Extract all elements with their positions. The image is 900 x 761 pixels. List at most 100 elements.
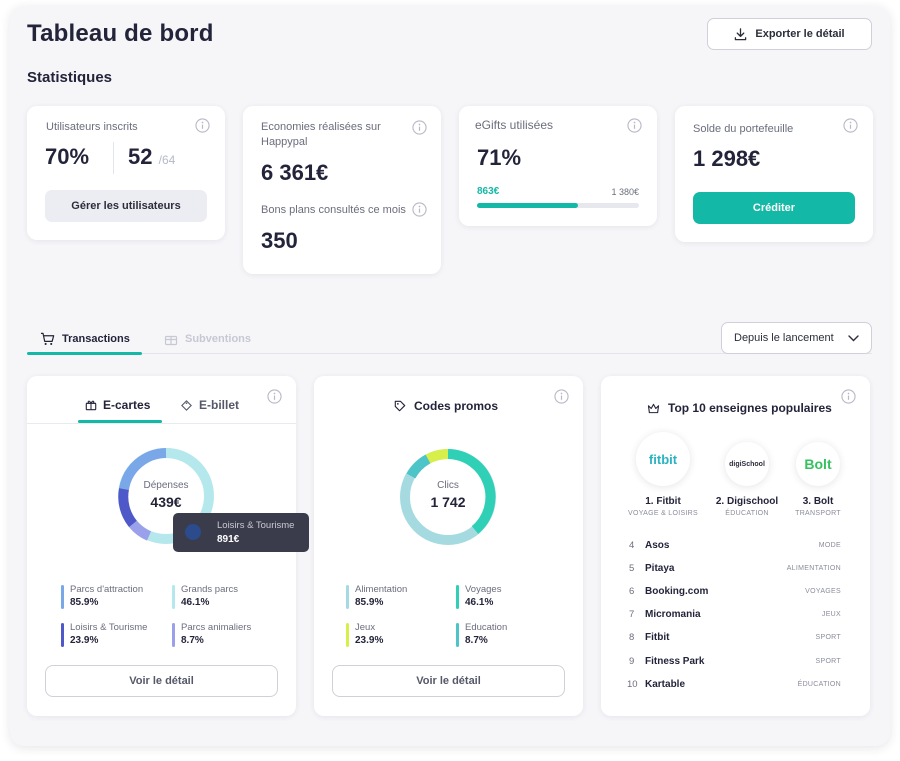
- info-icon[interactable]: [195, 118, 210, 133]
- ecards-detail-button[interactable]: Voir le détail: [45, 665, 278, 697]
- subtab-eticket[interactable]: E-billet: [180, 398, 239, 412]
- digischool-logo-text: digiSchool: [729, 460, 765, 468]
- rank-category: Voyages: [805, 587, 841, 595]
- legend-item: Alimentation 85.9%: [346, 584, 456, 612]
- rank-name: Fitness Park: [645, 655, 705, 667]
- tab-subsidies[interactable]: Subventions: [164, 324, 251, 354]
- list-item[interactable]: 5 Pitaya Alimentation: [629, 560, 841, 576]
- promos-detail-button[interactable]: Voir le détail: [332, 665, 565, 697]
- podium-category: Transport: [795, 510, 841, 517]
- deals-value: 350: [261, 228, 298, 253]
- export-button[interactable]: Exporter le détail: [707, 18, 872, 50]
- info-icon[interactable]: [841, 389, 856, 404]
- deals-label: Bons plans consultés ce mois: [261, 204, 406, 216]
- tab-transactions[interactable]: Transactions: [27, 324, 142, 355]
- rank-name: Pitaya: [645, 562, 675, 574]
- legend-name: Education: [465, 622, 508, 633]
- legend-value: 23.9%: [70, 635, 99, 646]
- page-title: Tableau de bord: [27, 20, 214, 47]
- savings-label: Economies réalisées sur Happypal: [261, 121, 381, 148]
- wallet-label: Solde du portefeuille: [693, 123, 794, 135]
- rank-name: Asos: [645, 539, 670, 551]
- list-item[interactable]: 6 Booking.com Voyages: [629, 583, 841, 599]
- egifts-card: eGifts utilisées 71% 863€ 1 380€: [459, 106, 657, 226]
- rank-number: 4: [629, 539, 635, 551]
- legend-name: Jeux: [355, 622, 376, 633]
- promos-donut: [400, 449, 496, 545]
- info-icon[interactable]: [627, 118, 642, 133]
- users-card: Utilisateurs inscrits 70% 52 /64 Gérer l…: [27, 106, 225, 240]
- list-item[interactable]: 7 Micromania Jeux: [629, 606, 841, 622]
- users-percent: 70%: [45, 144, 90, 169]
- period-select[interactable]: Depuis le lancement: [721, 322, 872, 354]
- fitbit-logo-text: fitbit: [648, 451, 678, 467]
- users-count: 52: [128, 144, 153, 169]
- chevron-down-icon: [848, 334, 859, 341]
- list-item[interactable]: 10 Kartable Éducation: [627, 676, 841, 692]
- tooltip-value: 891€: [217, 534, 240, 545]
- top-brands-title-label: Top 10 enseignes populaires: [668, 401, 832, 415]
- egifts-progress: [477, 203, 639, 208]
- legend-name: Parcs d'attraction: [70, 584, 144, 595]
- gift-icon: [85, 400, 97, 411]
- divider: [113, 142, 114, 174]
- crown-icon: [647, 403, 660, 413]
- credit-button[interactable]: Créditer: [693, 192, 855, 224]
- podium-item[interactable]: fitbit 1. Fitbit Voyage & loisirs: [620, 432, 706, 517]
- legend-name: Grands parcs: [181, 584, 239, 595]
- list-item[interactable]: 8 Fitbit Sport: [629, 629, 841, 645]
- rank-name: Booking.com: [645, 585, 709, 597]
- legend-item: Education 8.7%: [456, 622, 566, 650]
- tab-subsidies-label: Subventions: [185, 333, 252, 345]
- subtab-ecards-label: E-cartes: [103, 398, 151, 412]
- podium-category: Éducation: [725, 510, 769, 517]
- manage-users-button[interactable]: Gérer les utilisateurs: [45, 190, 207, 222]
- legend-value: 85.9%: [70, 597, 99, 608]
- ecards-card: E-cartes E-billet Dépenses 439€ Loisirs …: [27, 376, 309, 716]
- legend-swatch: [346, 585, 349, 609]
- rank-number: 6: [629, 585, 635, 597]
- tag-icon: [394, 400, 406, 412]
- list-item[interactable]: 9 Fitness Park Sport: [629, 653, 841, 669]
- legend-value: 23.9%: [355, 635, 384, 646]
- legend-value: 8.7%: [181, 635, 204, 646]
- export-label: Exporter le détail: [755, 28, 845, 40]
- info-icon[interactable]: [843, 118, 858, 133]
- info-icon[interactable]: [412, 120, 427, 135]
- users-label: Utilisateurs inscrits: [46, 121, 138, 133]
- egifts-progress-fill: [477, 203, 579, 208]
- podium-item[interactable]: digiSchool 2. Digischool Éducation: [704, 442, 790, 517]
- legend-item: Parcs animaliers 8.7%: [172, 622, 282, 650]
- ticket-icon: [181, 399, 192, 411]
- download-icon: [735, 27, 747, 40]
- list-item[interactable]: 4 Asos Mode: [629, 537, 841, 553]
- wallet-value: 1 298€: [693, 146, 761, 171]
- bolt-logo: Bolt: [796, 442, 840, 486]
- podium-name: 1. Fitbit: [645, 496, 681, 507]
- legend-swatch: [172, 585, 175, 609]
- bolt-logo-text: Bolt: [804, 456, 832, 472]
- top-brands-card: Top 10 enseignes populaires fitbit 1. Fi…: [601, 376, 870, 716]
- egifts-percent: 71%: [477, 145, 522, 170]
- legend-swatch: [456, 585, 459, 609]
- podium-item[interactable]: Bolt 3. Bolt Transport: [775, 442, 861, 517]
- tooltip-label: Loisirs & Tourisme: [217, 520, 295, 531]
- legend-value: 46.1%: [465, 597, 494, 608]
- gift-icon: [164, 335, 178, 346]
- legend-name: Loisirs & Tourisme: [70, 622, 148, 633]
- rank-number: 8: [629, 631, 635, 643]
- info-icon[interactable]: [412, 202, 427, 217]
- period-select-value: Depuis le lancement: [734, 332, 834, 344]
- wallet-card: Solde du portefeuille 1 298€ Créditer: [675, 106, 873, 242]
- subtab-ecards[interactable]: E-cartes: [85, 398, 150, 412]
- legend-item: Voyages 46.1%: [456, 584, 566, 612]
- info-icon[interactable]: [267, 389, 282, 404]
- egifts-used: 863€: [477, 186, 500, 197]
- podium-name: 3. Bolt: [802, 496, 834, 507]
- legend-swatch: [456, 623, 459, 647]
- rank-name: Fitbit: [645, 631, 670, 643]
- donut-center-label: Clics: [437, 480, 459, 491]
- info-icon[interactable]: [554, 389, 569, 404]
- stats-section-title: Statistiques: [27, 69, 113, 86]
- chart-tooltip: Loisirs & Tourisme 891€: [173, 513, 309, 552]
